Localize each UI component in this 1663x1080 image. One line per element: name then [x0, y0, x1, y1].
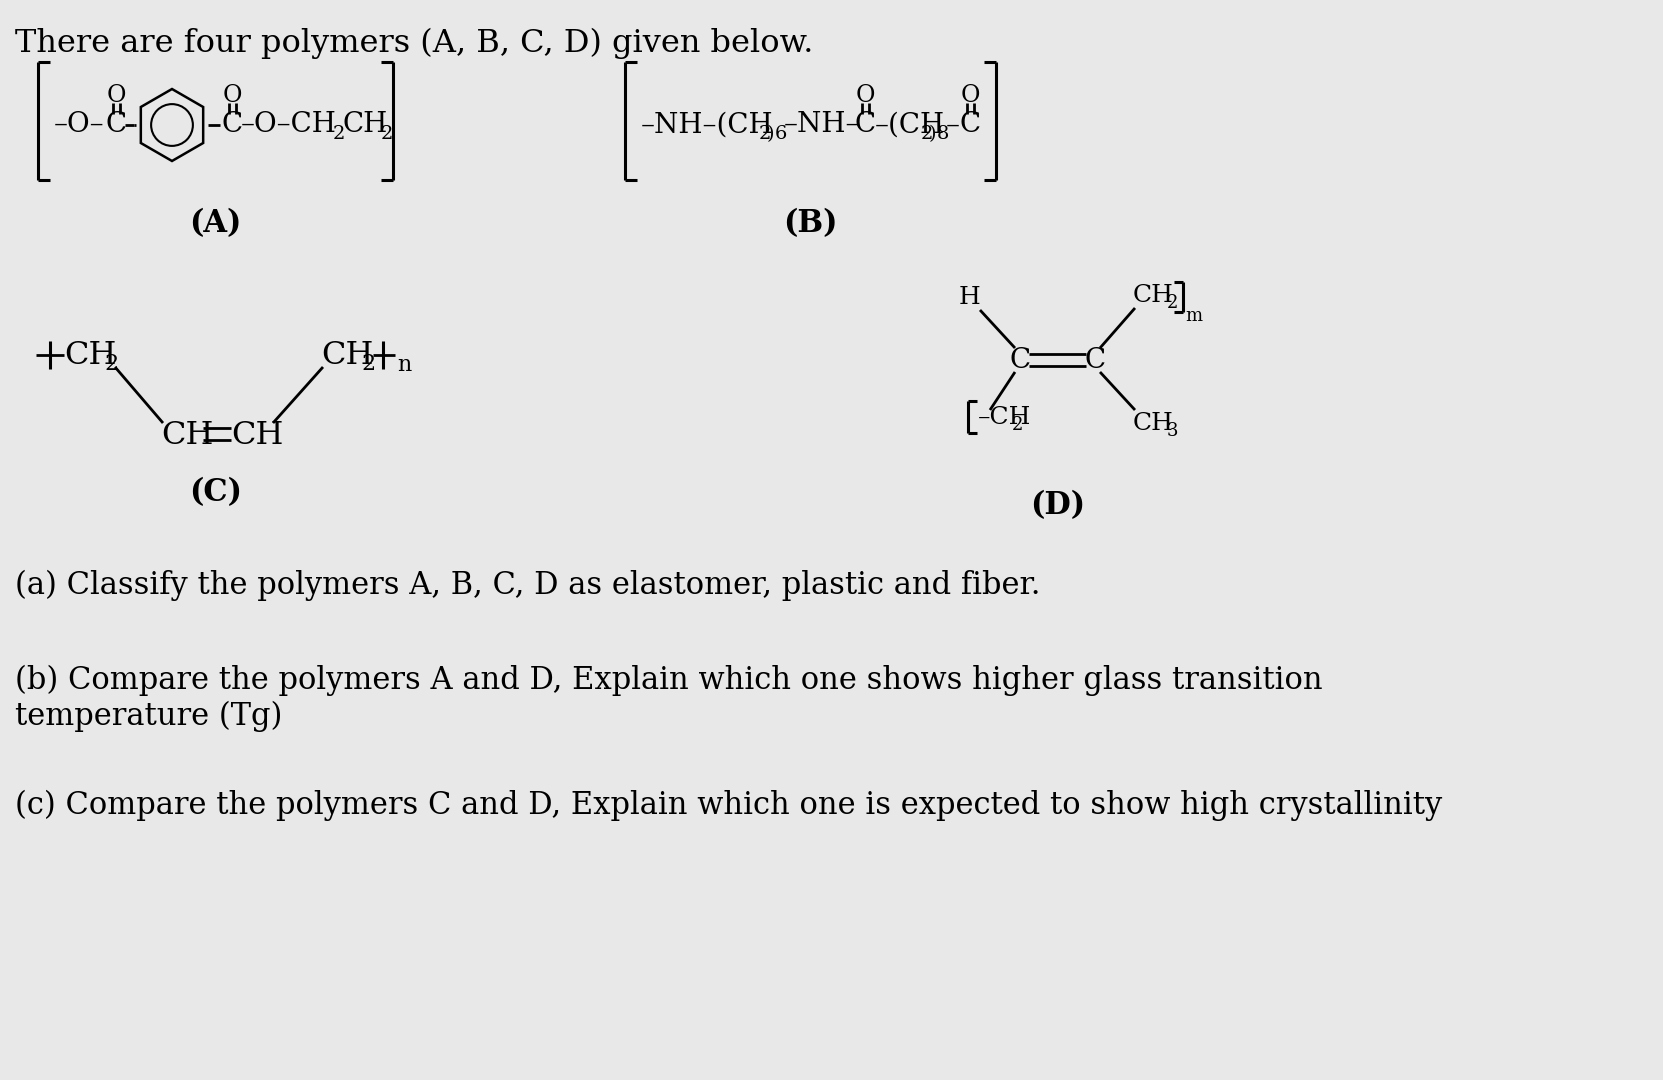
Text: 8: 8 [936, 125, 950, 143]
Text: ): ) [930, 125, 936, 143]
Text: (D): (D) [1029, 490, 1084, 521]
Text: C: C [960, 111, 981, 138]
Text: O: O [106, 83, 126, 107]
Text: 2: 2 [758, 125, 772, 143]
Text: (c) Compare the polymers C and D, Explain which one is expected to show high cry: (c) Compare the polymers C and D, Explai… [15, 789, 1442, 821]
Text: O: O [223, 83, 241, 107]
Text: –NH–: –NH– [783, 111, 860, 138]
Text: 2: 2 [361, 353, 376, 375]
Text: 6: 6 [775, 125, 787, 143]
Text: CH: CH [321, 339, 374, 370]
Text: –NH–(CH: –NH–(CH [640, 111, 773, 138]
Text: –(CH: –(CH [875, 111, 945, 138]
Text: (B): (B) [783, 208, 838, 239]
Text: (a) Classify the polymers A, B, C, D as elastomer, plastic and fiber.: (a) Classify the polymers A, B, C, D as … [15, 570, 1041, 602]
Text: 2: 2 [921, 125, 933, 143]
Text: CH: CH [343, 111, 387, 138]
Text: n: n [397, 354, 411, 376]
Text: –O–: –O– [53, 111, 105, 138]
Text: CH: CH [63, 339, 116, 370]
Text: CH: CH [1133, 413, 1174, 435]
Text: CH: CH [161, 419, 213, 450]
Text: C: C [855, 111, 875, 138]
Text: C: C [105, 111, 126, 138]
Text: C: C [1009, 347, 1031, 374]
Text: (b) Compare the polymers A and D, Explain which one shows higher glass transitio: (b) Compare the polymers A and D, Explai… [15, 665, 1322, 732]
Text: ): ) [767, 125, 775, 143]
Text: m: m [1186, 307, 1202, 325]
Text: There are four polymers (A, B, C, D) given below.: There are four polymers (A, B, C, D) giv… [15, 28, 813, 59]
Text: 3: 3 [1167, 422, 1179, 440]
Text: O: O [960, 83, 980, 107]
Text: –: – [946, 111, 960, 138]
Text: (A): (A) [190, 208, 241, 239]
Text: 2: 2 [1167, 294, 1179, 312]
Text: C: C [221, 111, 243, 138]
Text: 2: 2 [381, 125, 394, 143]
Text: –O–CH: –O–CH [241, 111, 338, 138]
Text: CH: CH [1133, 284, 1174, 308]
Text: C: C [1084, 347, 1106, 374]
Text: 2: 2 [333, 125, 346, 143]
Text: 2: 2 [1013, 416, 1023, 434]
Text: CH: CH [231, 419, 283, 450]
Text: O: O [855, 83, 875, 107]
Text: 2: 2 [105, 353, 118, 375]
Text: –CH: –CH [978, 405, 1031, 429]
Text: (C): (C) [190, 477, 243, 508]
Text: H: H [960, 286, 981, 310]
